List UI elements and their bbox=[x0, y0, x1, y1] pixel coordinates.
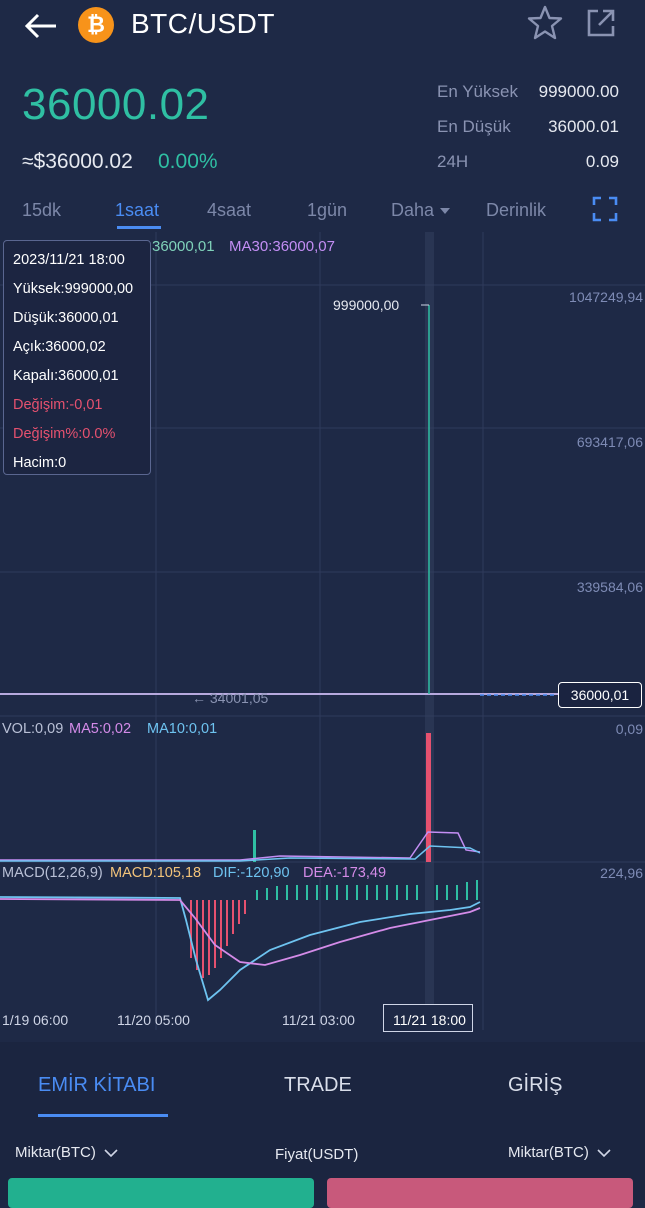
col-amount-left-label: Miktar(BTC) bbox=[15, 1144, 96, 1161]
col-amount-left[interactable]: Miktar(BTC) bbox=[15, 1144, 118, 1161]
change-percent: 0.00% bbox=[158, 150, 218, 173]
app-header: ₿ BTC/USDT bbox=[0, 0, 645, 56]
fullscreen-icon[interactable] bbox=[592, 196, 618, 222]
y-axis-label-mid: 693417,06 bbox=[576, 434, 643, 450]
y-axis-label-top: 1047249,94 bbox=[569, 289, 643, 305]
stat-low-value: 36000.01 bbox=[548, 117, 619, 136]
high-price-marker: 999000,00 bbox=[333, 297, 400, 313]
vol-legend: VOL:0,09 bbox=[2, 721, 64, 737]
current-price-tag: 36000,01 bbox=[558, 682, 642, 708]
macd-axis-label: 224,96 bbox=[600, 865, 643, 881]
col-amount-right-label: Miktar(BTC) bbox=[508, 1144, 589, 1161]
y-axis-label-low: 339584,06 bbox=[576, 579, 643, 595]
buy-depth-bar[interactable] bbox=[8, 1178, 314, 1208]
tab-15dk[interactable]: 15dk bbox=[22, 200, 62, 220]
bitcoin-logo-icon: ₿ bbox=[78, 7, 114, 43]
macd-dea-line bbox=[0, 898, 481, 966]
low-price-marker: ← 34001,05 bbox=[192, 690, 269, 706]
stat-high-value: 999000.00 bbox=[538, 82, 619, 101]
pair-title: BTC/USDT bbox=[131, 8, 275, 39]
x-axis-label-3: 11/21 03:00 bbox=[282, 1012, 355, 1028]
kline-chart[interactable] bbox=[0, 232, 645, 1032]
favorite-star-icon[interactable] bbox=[526, 4, 564, 42]
tooltip-volume: Hacim:0 bbox=[13, 455, 67, 471]
vol-ma10-line bbox=[0, 845, 481, 862]
share-icon[interactable] bbox=[584, 6, 618, 40]
stat-high-label: En Yüksek bbox=[437, 82, 518, 101]
macd-params-legend: MACD(12,26,9) bbox=[2, 865, 103, 881]
back-arrow-icon[interactable] bbox=[22, 6, 62, 46]
usd-value: ≈$36000.02 bbox=[22, 150, 133, 173]
macd-dif-legend: DIF:-120,90 bbox=[213, 865, 290, 881]
stat-24h-value: 0.09 bbox=[585, 152, 619, 171]
tooltip-high: Yüksek:999000,00 bbox=[13, 281, 134, 297]
chevron-down-icon bbox=[104, 1149, 118, 1158]
bottom-panel bbox=[0, 1042, 645, 1200]
col-price: Fiyat(USDT) bbox=[275, 1146, 359, 1163]
bottom-tab-indicator bbox=[38, 1114, 168, 1117]
stat-low-label: En Düşük bbox=[437, 117, 511, 136]
active-tab-indicator bbox=[117, 226, 161, 229]
candle-tooltip: 2023/11/21 18:00 Yüksek:999000,00 Düşük:… bbox=[3, 240, 151, 475]
tab-login[interactable]: GİRİŞ bbox=[508, 1074, 563, 1096]
last-price: 36000.02 bbox=[22, 80, 210, 129]
macd-value-legend: MACD:105,18 bbox=[110, 865, 202, 881]
tooltip-close: Kapalı:36000,01 bbox=[13, 368, 119, 384]
macd-histogram bbox=[190, 880, 478, 978]
x-axis-label-2: 11/20 05:00 bbox=[117, 1012, 190, 1028]
x-axis-label-1: 1/19 06:00 bbox=[2, 1012, 69, 1028]
ma-legend-ma30: MA30:36000,07 bbox=[229, 238, 335, 255]
tooltip-time: 2023/11/21 18:00 bbox=[13, 252, 125, 268]
tooltip-open: Açık:36000,02 bbox=[13, 339, 106, 355]
crosshair-time-box bbox=[383, 1004, 473, 1032]
vol-ma5-line bbox=[0, 831, 481, 861]
tooltip-low: Düşük:36000,01 bbox=[13, 310, 119, 326]
caret-down-icon bbox=[440, 208, 451, 215]
tab-depth[interactable]: Derinlik bbox=[486, 200, 547, 220]
coin-symbol: ₿ bbox=[87, 12, 105, 37]
tooltip-change-pct: Değişim%:0.0% bbox=[13, 426, 116, 442]
x-axis-label-4: 11/21 18:00 bbox=[393, 1012, 466, 1028]
macd-dea-legend: DEA:-173,49 bbox=[303, 865, 387, 881]
chevron-down-icon bbox=[597, 1149, 611, 1158]
vol-axis-label: 0,09 bbox=[615, 721, 643, 737]
tooltip-change: Değişim:-0,01 bbox=[13, 397, 103, 413]
tab-1saat[interactable]: 1saat bbox=[115, 200, 160, 220]
tab-order-book[interactable]: EMİR KİTABI bbox=[38, 1074, 156, 1096]
sell-depth-bar[interactable] bbox=[327, 1178, 633, 1208]
tab-more[interactable]: Daha bbox=[391, 200, 451, 221]
volume-spike-bar bbox=[426, 733, 431, 862]
tab-4saat[interactable]: 4saat bbox=[207, 200, 252, 220]
vol-ma5-legend: MA5:0,02 bbox=[69, 721, 132, 737]
col-amount-right[interactable]: Miktar(BTC) bbox=[508, 1144, 611, 1161]
macd-dif-line bbox=[0, 896, 481, 1002]
tab-trade[interactable]: TRADE bbox=[284, 1074, 352, 1096]
stat-24h-label: 24H bbox=[437, 152, 469, 171]
tab-1gun[interactable]: 1gün bbox=[307, 200, 348, 220]
ma-legend-1: 36000,01 bbox=[152, 238, 215, 255]
tab-more-label: Daha bbox=[391, 200, 435, 220]
volume-bar-small bbox=[253, 830, 256, 862]
vol-ma10-legend: MA10:0,01 bbox=[147, 721, 218, 737]
